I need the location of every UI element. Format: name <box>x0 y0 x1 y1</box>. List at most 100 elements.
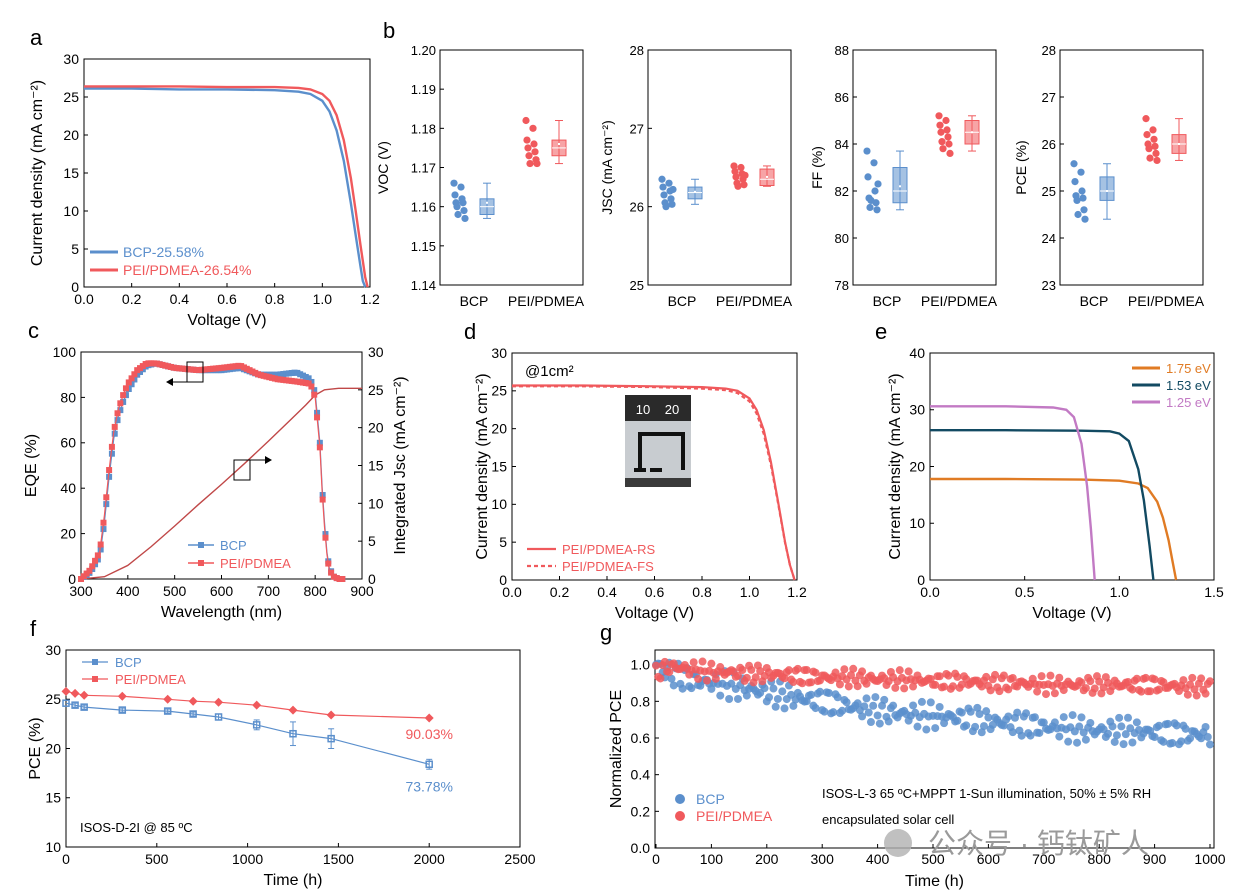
data-point <box>530 140 538 148</box>
jv-curve-1 <box>930 429 1155 581</box>
plot-frame <box>1059 49 1204 286</box>
data-point <box>909 701 918 710</box>
data-point <box>909 682 918 691</box>
data-point <box>833 693 842 702</box>
data-marker <box>289 729 297 738</box>
eqe-marker <box>339 576 346 582</box>
y-tick-label: 1.15 <box>411 239 436 254</box>
data-point <box>884 717 893 726</box>
eqe-marker <box>308 383 315 390</box>
data-point <box>1150 675 1159 684</box>
data-marker <box>214 713 223 721</box>
y-tick-label: 15 <box>63 165 79 181</box>
arrow-left-head <box>166 378 173 386</box>
inset-label: 10 <box>636 402 650 417</box>
y-tick-label: 30 <box>491 345 507 361</box>
data-point <box>793 664 802 673</box>
data-point <box>694 674 703 683</box>
x-tick-label: 200 <box>755 851 779 867</box>
data-point <box>1168 739 1177 748</box>
y-axis-label: JSC (mA cm⁻²) <box>599 120 615 215</box>
data-point <box>999 721 1008 730</box>
data-point <box>922 725 931 734</box>
x-tick-label: 400 <box>116 583 140 599</box>
y2-tick-label: 10 <box>368 495 384 511</box>
eqe-marker <box>106 467 113 474</box>
data-point <box>829 708 838 717</box>
data-marker <box>118 706 127 714</box>
eqe-marker <box>131 371 138 378</box>
y-tick-label: 1.17 <box>411 161 436 176</box>
data-point <box>1177 737 1186 746</box>
data-point <box>1037 672 1046 681</box>
eqe-marker <box>314 414 321 421</box>
y-tick-label: 1.16 <box>411 200 436 215</box>
data-point <box>1188 673 1197 682</box>
data-point <box>811 704 820 713</box>
data-point <box>858 667 867 676</box>
data-point <box>711 674 720 683</box>
y-tick-label: 88 <box>835 43 849 58</box>
y2-tick-label: 5 <box>368 533 376 549</box>
y-tick-label: 15 <box>45 790 61 806</box>
data-point <box>946 149 954 157</box>
data-point <box>1008 674 1017 683</box>
panel-b1: 1.14 1.15 1.16 1.17 1.18 1.19 1.20 VOC (V) b BCP P… <box>375 18 585 309</box>
category-label: PEI/PDMEA <box>1128 293 1205 309</box>
data-point <box>1146 687 1155 696</box>
eqe-marker <box>125 379 132 386</box>
eqe-marker <box>311 391 318 398</box>
data-point <box>1155 721 1164 730</box>
panel-letter: a <box>30 25 43 50</box>
y-axis-label: Current density (mA cm⁻²) <box>474 373 491 559</box>
data-point <box>662 203 670 211</box>
legend-label: PEI/PDMEA-FS <box>562 559 654 574</box>
data-point <box>658 175 666 183</box>
y-tick-label: 24 <box>1042 231 1056 246</box>
data-point <box>962 721 971 730</box>
data-point <box>1190 685 1199 694</box>
x-tick-label: 1.0 <box>1110 584 1130 600</box>
y-tick-label: 0.8 <box>631 693 651 709</box>
y2-tick-label: 30 <box>368 344 384 360</box>
annotation-box <box>233 459 251 481</box>
legend-marker <box>675 794 685 804</box>
y-tick-label: 20 <box>491 421 507 437</box>
data-point <box>760 684 769 693</box>
data-point <box>863 147 871 155</box>
inset-electrode <box>681 432 685 470</box>
y-tick-label: 20 <box>63 127 79 143</box>
data-point <box>1008 728 1017 737</box>
panel-letter: d <box>464 319 476 344</box>
x-tick-label: 100 <box>700 851 724 867</box>
data-point <box>1201 722 1210 731</box>
data-marker <box>61 686 71 696</box>
eqe-marker <box>106 473 113 480</box>
category-label: BCP <box>1080 293 1109 309</box>
x-axis-label: Voltage (V) <box>187 312 266 329</box>
y-tick-label: 1.20 <box>411 43 436 58</box>
data-point <box>1081 684 1090 693</box>
category-label: PEI/PDMEA <box>921 293 998 309</box>
data-point <box>891 683 900 692</box>
eqe-marker <box>97 541 104 548</box>
data-point <box>533 159 541 168</box>
data-point <box>873 711 882 720</box>
data-point <box>1115 713 1124 722</box>
data-point <box>454 210 462 219</box>
x-axis-label: Time (h) <box>264 872 323 889</box>
y-axis-label: PCE (%) <box>1013 140 1029 194</box>
data-marker <box>327 734 335 743</box>
y-tick-label: 30 <box>63 51 79 67</box>
data-point <box>1095 677 1104 686</box>
panel-letter: c <box>28 318 39 343</box>
y-tick-label: 40 <box>909 345 925 361</box>
data-point <box>880 695 889 704</box>
eqe-marker <box>97 546 104 553</box>
jv-curve-2 <box>930 405 1096 581</box>
y-tick-label: 0 <box>71 279 79 295</box>
data-point <box>1013 708 1022 717</box>
data-point <box>1151 142 1159 150</box>
watermark-text: 公众号 · 钙钛矿人 <box>928 828 1149 859</box>
data-point <box>1121 730 1130 739</box>
